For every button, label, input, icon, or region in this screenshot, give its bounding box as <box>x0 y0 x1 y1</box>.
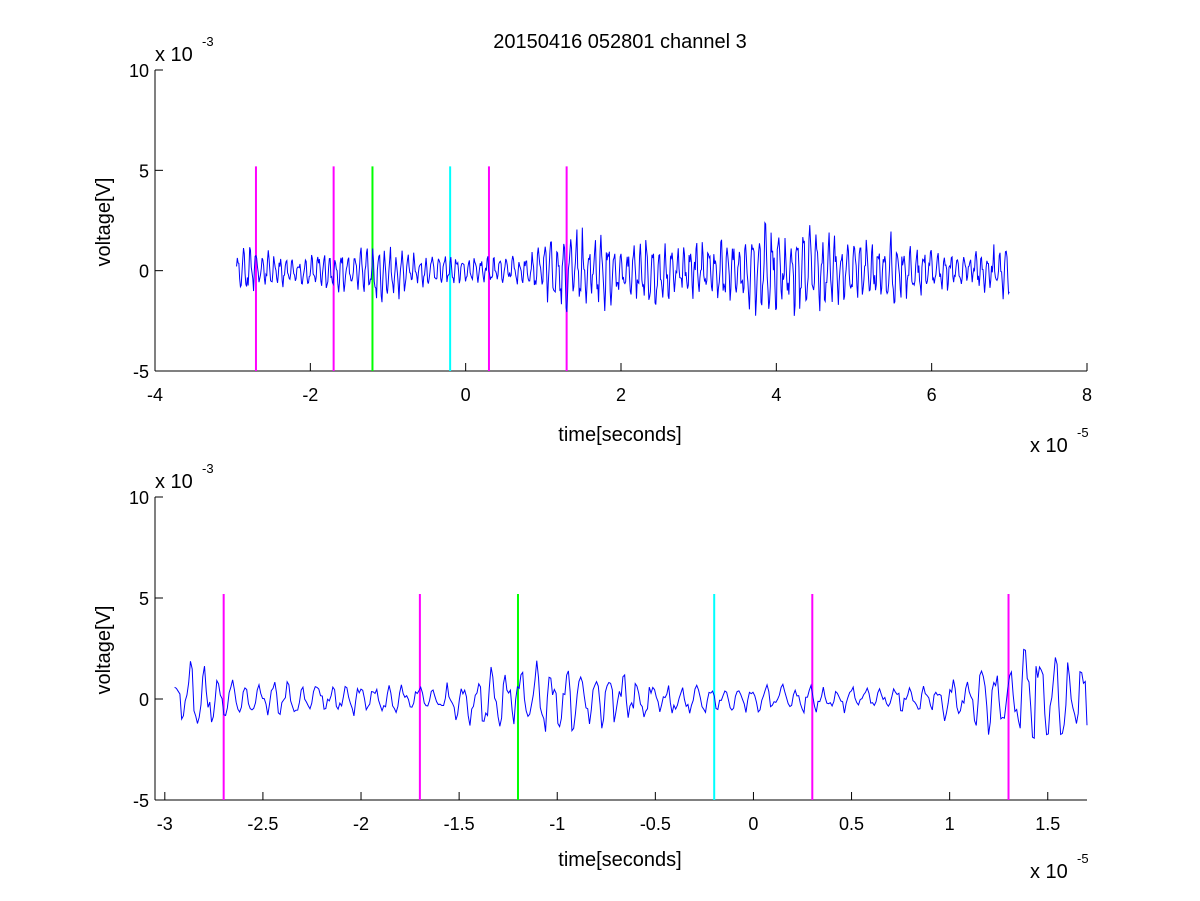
bottom-chart-y-tick-label: 10 <box>129 488 149 508</box>
bottom-chart-x-multiplier-exp: -5 <box>1077 851 1089 866</box>
figure-title: 20150416 052801 channel 3 <box>493 31 747 53</box>
bottom-chart-y-tick-label: 0 <box>139 690 149 710</box>
top-chart-x-tick-label: -4 <box>147 385 163 405</box>
top-chart-y-multiplier-base: x 10 <box>155 44 193 66</box>
bottom-chart-x-tick-label: -1.5 <box>444 814 475 834</box>
bottom-chart-x-tick-label: 0.5 <box>839 814 864 834</box>
top-chart-x-multiplier-exp: -5 <box>1077 425 1089 440</box>
top-chart-x-tick-label: 2 <box>616 385 626 405</box>
top-chart-signal-line <box>236 221 1010 316</box>
top-chart-x-tick-label: 6 <box>927 385 937 405</box>
bottom-chart-ticks: -3 -2.5 -2 -1.5 -1 -0.5 0 0.5 1 1.5 -5 0 5 10 <box>129 488 1060 834</box>
bottom-chart-x-tick-label: -2.5 <box>247 814 278 834</box>
bottom-chart-x-tick-label: -2 <box>353 814 369 834</box>
top-chart-xlabel: time[seconds] <box>558 424 681 446</box>
top-chart-y-tick-label: -5 <box>133 362 149 382</box>
bottom-chart-x-multiplier: x 10 -5 <box>1030 851 1089 883</box>
top-chart-y-tick-label: 5 <box>139 161 149 181</box>
bottom-chart-ylabel: voltage[V] <box>93 606 115 695</box>
bottom-chart-y-multiplier-base: x 10 <box>155 471 193 493</box>
top-chart-y-multiplier-exp: -3 <box>202 34 214 49</box>
bottom-chart-x-tick-label: -3 <box>157 814 173 834</box>
top-chart-x-multiplier-base: x 10 <box>1030 435 1068 457</box>
bottom-chart-y-tick-label: -5 <box>133 791 149 811</box>
top-chart-x-tick-label: 4 <box>771 385 781 405</box>
top-chart-panel: -4 -2 0 2 4 6 8 -5 0 5 10 time[seconds] voltage[V]… <box>93 34 1092 457</box>
bottom-chart-x-tick-label: 1.5 <box>1035 814 1060 834</box>
bottom-chart-y-tick-label: 5 <box>139 589 149 609</box>
bottom-chart-y-multiplier: x 10 -3 <box>155 461 214 493</box>
bottom-chart-markers <box>222 593 1010 800</box>
bottom-chart-panel: -3 -2.5 -2 -1.5 -1 -0.5 0 0.5 1 1.5 -5 0 5 10 time[se… <box>93 461 1089 883</box>
bottom-chart-xlabel: time[seconds] <box>558 849 681 871</box>
bottom-chart-x-tick-label: 1 <box>945 814 955 834</box>
bottom-chart-axes <box>154 497 1087 801</box>
bottom-chart-x-tick-label: -0.5 <box>640 814 671 834</box>
top-chart-x-tick-label: -2 <box>302 385 318 405</box>
bottom-chart-signal-line <box>174 648 1088 739</box>
bottom-chart-x-tick-label: 0 <box>748 814 758 834</box>
bottom-chart-x-multiplier-base: x 10 <box>1030 861 1068 883</box>
top-chart-y-tick-label: 10 <box>129 61 149 81</box>
top-chart-x-tick-label: 8 <box>1082 385 1092 405</box>
top-chart-ticks: -4 -2 0 2 4 6 8 -5 0 5 10 <box>129 61 1092 405</box>
top-chart-x-multiplier: x 10 -5 <box>1030 425 1089 457</box>
top-chart-y-multiplier: x 10 -3 <box>155 34 214 66</box>
top-chart-ylabel: voltage[V] <box>93 178 115 267</box>
top-chart-x-tick-label: 0 <box>461 385 471 405</box>
bottom-chart-x-tick-label: -1 <box>549 814 565 834</box>
bottom-chart-y-multiplier-exp: -3 <box>202 461 214 476</box>
top-chart-y-tick-label: 0 <box>139 262 149 282</box>
